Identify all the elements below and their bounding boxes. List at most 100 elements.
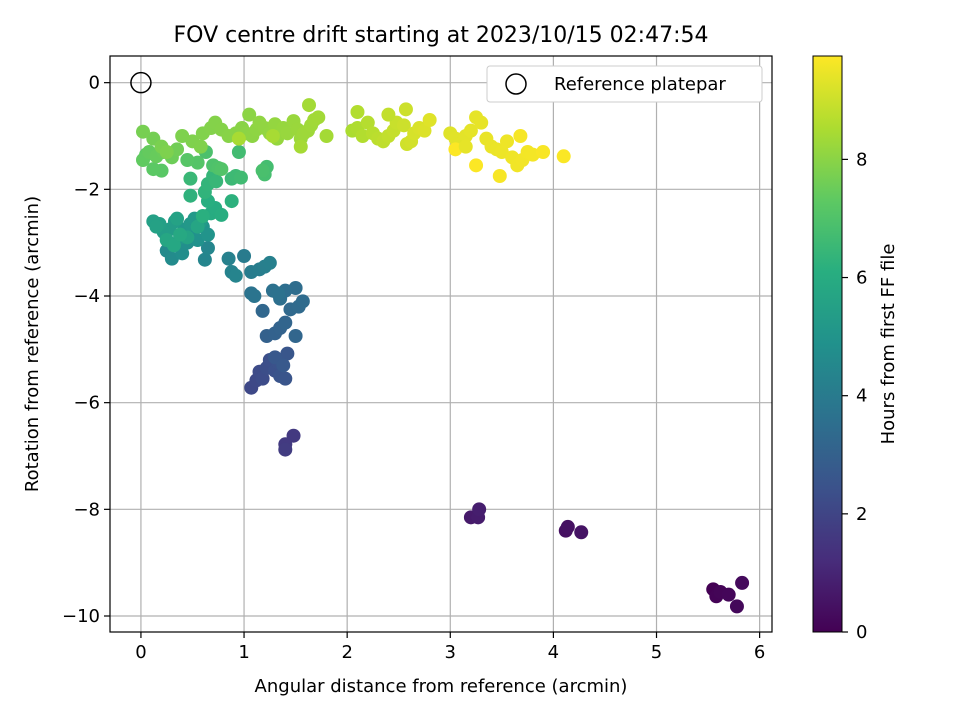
colorbar-label: Hours from first FF file (878, 244, 899, 445)
x-axis-label: Angular distance from reference (arcmin) (255, 676, 628, 697)
x-tick-label: 5 (651, 642, 662, 663)
data-point (159, 145, 174, 159)
x-tick-label: 2 (341, 642, 352, 663)
data-point (469, 158, 484, 173)
data-point (265, 129, 280, 143)
data-point (242, 107, 257, 122)
data-point (175, 129, 190, 143)
data-point (200, 227, 215, 242)
x-tick-label: 6 (754, 642, 765, 663)
data-point (237, 249, 252, 263)
data-point (276, 358, 291, 373)
reference-point (130, 71, 152, 94)
colorbar-tick-label: 8 (856, 149, 867, 170)
data-point (280, 346, 295, 361)
data-point (255, 371, 270, 386)
y-tick-label: −6 (73, 393, 100, 414)
x-tick-label: 0 (135, 642, 146, 663)
x-tick-label: 4 (548, 642, 559, 663)
data-point (214, 207, 229, 222)
legend-box (486, 65, 763, 103)
data-point (302, 98, 317, 113)
data-point (560, 519, 575, 534)
colorbar-ticks: 0 2 4 6 8 (842, 149, 867, 643)
y-tick-label: 0 (89, 73, 100, 94)
data-point (319, 129, 334, 143)
data-point (417, 123, 432, 138)
data-point (735, 575, 750, 590)
data-point (499, 134, 514, 149)
y-tick-label: −8 (73, 499, 100, 520)
data-point (381, 107, 396, 122)
data-point (360, 115, 375, 130)
data-point (209, 174, 224, 189)
colorbar-tick-label: 4 (856, 386, 867, 407)
data-point (183, 188, 198, 203)
data-point (193, 139, 208, 154)
grid-lines (110, 56, 772, 632)
colorbar (812, 55, 843, 633)
y-tick-label: −2 (73, 179, 100, 200)
data-point (247, 289, 262, 303)
data-point (255, 163, 270, 178)
data-point (295, 294, 310, 309)
data-point (350, 105, 365, 119)
y-axis-label: Rotation from reference (arcmin) (22, 196, 43, 492)
data-point (180, 153, 195, 167)
plot-frame (109, 55, 773, 633)
data-point (474, 115, 489, 130)
legend-label: Reference platepar (554, 74, 726, 95)
data-point (214, 162, 229, 177)
data-point (729, 599, 744, 614)
data-point (278, 442, 293, 457)
legend: Reference platepar (486, 65, 763, 103)
data-point (293, 139, 308, 154)
data-point (231, 131, 246, 146)
data-point (458, 139, 473, 154)
data-points (135, 98, 750, 614)
data-point (398, 102, 413, 117)
x-tick-label: 1 (238, 642, 249, 663)
colorbar-tick-label: 6 (856, 268, 867, 289)
data-point (463, 123, 478, 138)
data-point (255, 303, 270, 318)
data-point (231, 145, 246, 159)
data-point (197, 252, 212, 267)
colorbar-tick-label: 0 (856, 622, 867, 643)
reference-marker (130, 71, 152, 94)
legend-marker (505, 73, 527, 95)
data-point (278, 371, 293, 386)
data-point (536, 145, 551, 159)
data-point (224, 194, 239, 209)
data-point (149, 219, 164, 234)
data-point (166, 238, 181, 253)
data-point (190, 219, 205, 234)
data-point (721, 587, 736, 602)
data-point (221, 251, 236, 266)
data-point (271, 286, 286, 301)
data-point (135, 124, 150, 139)
data-point (288, 329, 303, 343)
data-point (396, 118, 411, 133)
y-tick-label: −4 (73, 286, 100, 307)
data-point (183, 171, 198, 186)
y-axis-ticks: −10 −8 −6 −4 −2 0 (62, 73, 110, 627)
data-point (422, 113, 437, 127)
data-point (200, 241, 215, 255)
data-point (195, 209, 210, 223)
data-point (146, 162, 161, 177)
data-point (311, 110, 326, 125)
chart-title: FOV centre drift starting at 2023/10/15 … (174, 23, 709, 48)
data-point (228, 268, 243, 283)
x-tick-label: 3 (445, 642, 456, 663)
data-point (513, 129, 528, 143)
data-point (494, 145, 509, 159)
data-point (170, 211, 185, 226)
data-point (262, 255, 277, 270)
y-tick-label: −10 (62, 606, 100, 627)
data-point (173, 227, 188, 242)
data-point (278, 315, 293, 330)
data-point (164, 251, 179, 266)
x-axis-ticks: 0 1 2 3 4 5 6 (135, 632, 765, 663)
